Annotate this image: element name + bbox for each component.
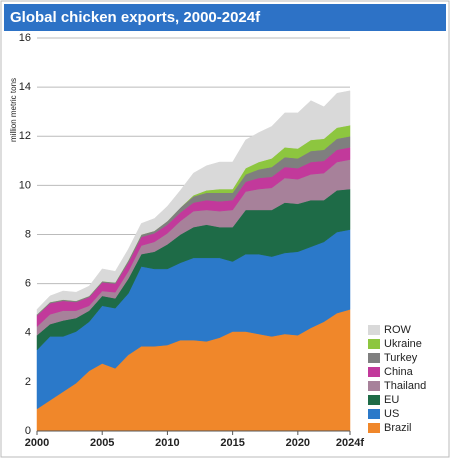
legend-label: Turkey [384, 352, 418, 364]
x-tick-label: 2005 [90, 437, 114, 449]
legend-swatch [368, 409, 380, 419]
legend-label: Ukraine [384, 338, 422, 350]
legend-swatch [368, 353, 380, 363]
legend-label: EU [384, 394, 399, 406]
legend-swatch [368, 423, 380, 433]
y-tick-label: 14 [19, 81, 31, 93]
y-tick-label: 0 [25, 425, 31, 437]
y-tick-label: 2 [25, 376, 31, 388]
legend-label: US [384, 408, 399, 420]
legend-label: China [384, 366, 414, 378]
legend-swatch [368, 339, 380, 349]
y-tick-label: 8 [25, 228, 31, 240]
y-axis-label: million metric tons [9, 78, 18, 142]
legend-swatch [368, 325, 380, 335]
legend-swatch [368, 395, 380, 405]
y-tick-label: 16 [19, 32, 31, 44]
legend-label: Brazil [384, 422, 412, 434]
y-tick-label: 12 [19, 130, 31, 142]
y-tick-label: 6 [25, 278, 31, 290]
y-tick-label: 10 [19, 179, 31, 191]
chart-title: Global chicken exports, 2000-2024f [10, 9, 261, 26]
x-tick-label: 2000 [25, 437, 49, 449]
x-tick-label: 2020 [286, 437, 310, 449]
title-bar [4, 4, 446, 31]
x-tick-label: 2024f [336, 437, 364, 449]
x-tick-label: 2015 [220, 437, 244, 449]
y-tick-label: 4 [25, 327, 31, 339]
legend-swatch [368, 367, 380, 377]
x-tick-label: 2010 [155, 437, 179, 449]
area [36, 90, 351, 315]
legend-label: ROW [384, 324, 412, 336]
legend-swatch [368, 381, 380, 391]
legend-label: Thailand [384, 380, 426, 392]
